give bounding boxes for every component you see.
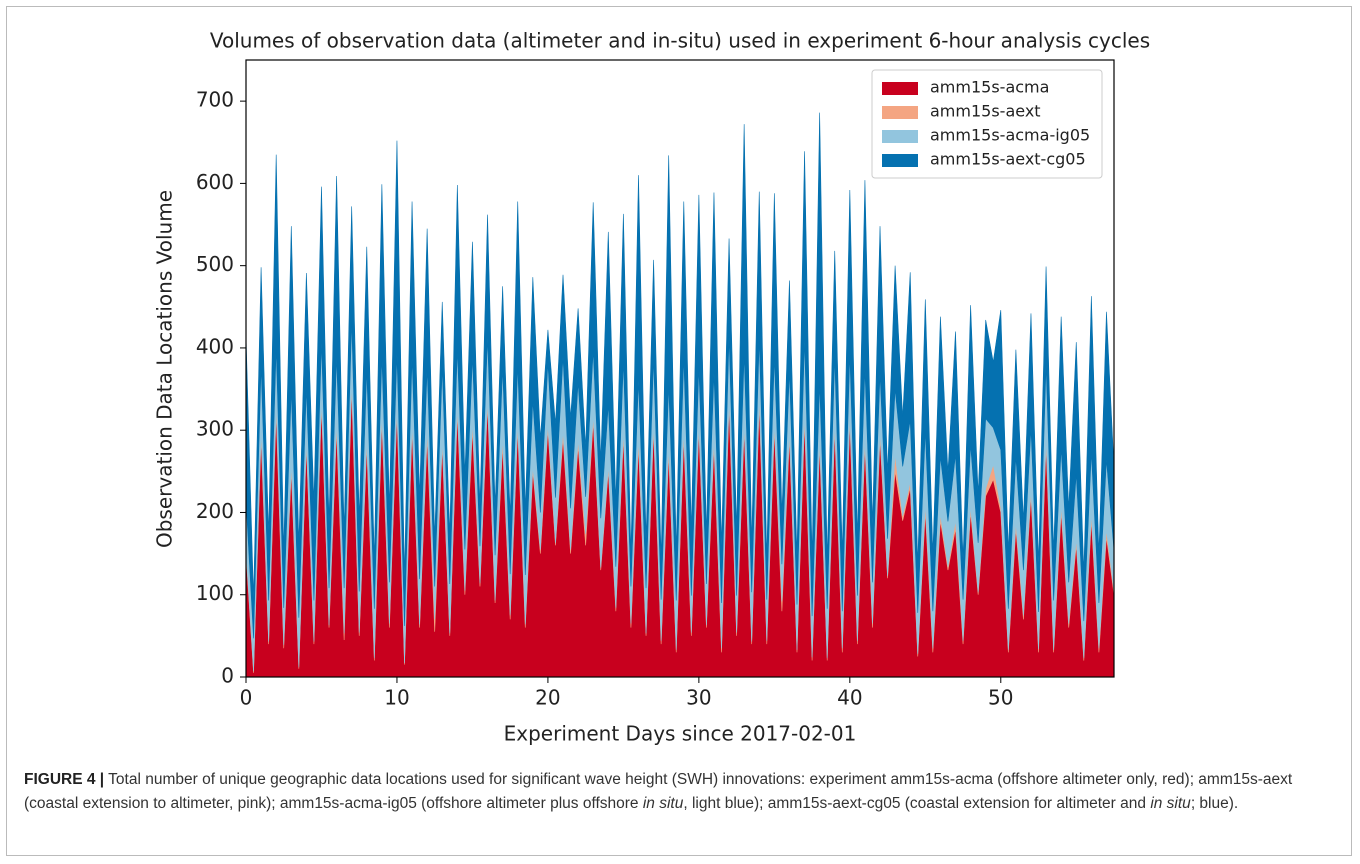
chart-title: Volumes of observation data (altimeter a… bbox=[210, 29, 1150, 53]
x-axis-label: Experiment Days since 2017-02-01 bbox=[504, 722, 857, 746]
x-tick-label: 20 bbox=[535, 686, 560, 710]
caption-text: ; blue). bbox=[1190, 795, 1239, 812]
x-tick-label: 40 bbox=[837, 686, 862, 710]
y-tick-label: 400 bbox=[196, 334, 234, 358]
y-axis-label: Observation Data Locations Volume bbox=[153, 190, 177, 548]
y-tick-label: 200 bbox=[196, 499, 234, 523]
x-tick-label: 10 bbox=[384, 686, 409, 710]
plot-frame bbox=[245, 59, 1115, 678]
x-tick-label: 0 bbox=[240, 686, 253, 710]
legend-swatch bbox=[882, 154, 918, 167]
y-tick-label: 100 bbox=[196, 581, 234, 605]
caption-text: in situ bbox=[642, 795, 684, 812]
legend-label: amm15s-aext bbox=[930, 102, 1041, 121]
figure-frame bbox=[6, 6, 1352, 856]
caption-text: in situ bbox=[1150, 795, 1191, 812]
legend-swatch bbox=[882, 130, 918, 143]
x-tick-label: 50 bbox=[988, 686, 1013, 710]
legend-label: amm15s-acma-ig05 bbox=[930, 126, 1090, 145]
y-tick-label: 300 bbox=[196, 417, 234, 441]
chart: Volumes of observation data (altimeter a… bbox=[153, 29, 1151, 746]
y-tick-label: 600 bbox=[196, 170, 234, 194]
y-tick-label: 700 bbox=[196, 88, 234, 112]
legend-label: amm15s-aext-cg05 bbox=[930, 150, 1086, 169]
caption: FIGURE 4 | Total number of unique geogra… bbox=[24, 768, 1334, 816]
y-tick-label: 0 bbox=[221, 664, 234, 688]
legend-label: amm15s-acma bbox=[930, 78, 1049, 97]
y-tick-label: 500 bbox=[196, 252, 234, 276]
legend-swatch bbox=[882, 106, 918, 119]
legend-swatch bbox=[882, 82, 918, 95]
legend-box bbox=[871, 69, 1103, 179]
x-tick-label: 30 bbox=[686, 686, 711, 710]
caption-text: Total number of unique geographic data l… bbox=[24, 771, 1293, 812]
caption-label: FIGURE 4 | bbox=[24, 771, 105, 788]
caption-text: , light blue); amm15s-aext-cg05 (coastal… bbox=[683, 795, 1151, 812]
